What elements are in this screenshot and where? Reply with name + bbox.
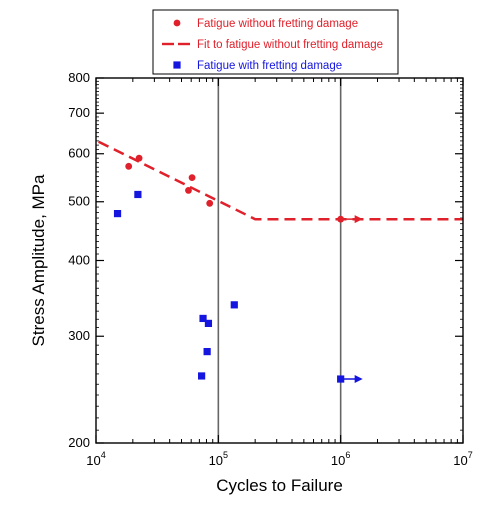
x-tick-label-exponent: 5 <box>223 450 228 460</box>
x-tick-label-2: 106 <box>331 450 350 468</box>
y-tick-label-1: 300 <box>68 328 90 343</box>
legend-box <box>152 9 399 75</box>
x-axis-title: Cycles to Failure <box>216 476 343 495</box>
series-2-point-4 <box>203 348 211 356</box>
y-tick-label-0: 200 <box>68 435 90 450</box>
legend-marker-circle <box>173 19 181 27</box>
series-2-point-7 <box>337 375 345 383</box>
x-tick-label-base: 10 <box>209 453 223 468</box>
x-tick-label-base: 10 <box>331 453 345 468</box>
series-0-point-0 <box>125 162 133 170</box>
x-tick-label-base: 10 <box>86 453 100 468</box>
y-tick-label-6: 800 <box>68 70 90 85</box>
series-0-point-4 <box>206 199 214 207</box>
y-tick-label-3: 500 <box>68 194 90 209</box>
x-tick-label-3: 107 <box>453 450 472 468</box>
series-2-point-6 <box>230 301 238 309</box>
legend-label-2: Fatigue with fretting damage <box>197 60 342 72</box>
series-1-fit-line <box>98 140 463 221</box>
y-tick-label-2: 400 <box>68 253 90 268</box>
series-2-point-1 <box>134 190 142 199</box>
x-tick-label-exponent: 4 <box>101 450 106 460</box>
series-2-point-3 <box>199 314 207 323</box>
x-tick-label-exponent: 6 <box>345 450 350 460</box>
y-tick-label-4: 600 <box>68 146 90 161</box>
series-2-point-5 <box>204 319 213 327</box>
legend-label-1: Fit to fatigue without fretting damage <box>197 39 383 51</box>
series-0-point-3 <box>188 174 196 182</box>
series-2-point-0 <box>113 209 122 218</box>
plot-frame <box>95 77 464 444</box>
legend-label-0: Fatigue without fretting damage <box>197 18 358 30</box>
x-tick-label-base: 10 <box>453 453 467 468</box>
series-2-runout-arrow-head <box>354 375 363 384</box>
series-0-point-2 <box>185 187 192 194</box>
x-tick-label-0: 104 <box>86 450 105 468</box>
y-axis-title: Stress Amplitude, MPa <box>29 174 48 347</box>
x-tick-label-exponent: 7 <box>468 450 473 460</box>
series-2-point-2 <box>198 372 206 380</box>
y-tick-label-5: 700 <box>68 105 90 120</box>
legend-marker-square <box>173 61 181 69</box>
x-tick-label-1: 105 <box>209 450 228 468</box>
